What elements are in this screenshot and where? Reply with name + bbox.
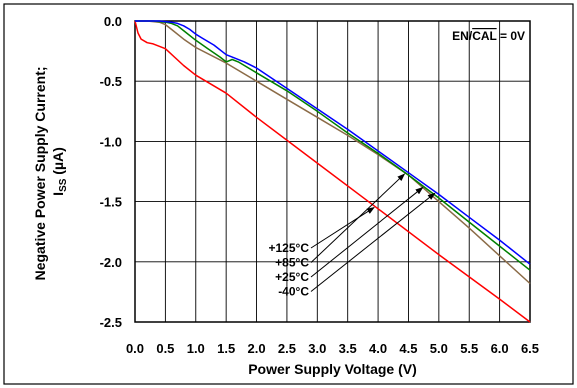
x-tick-label: 2.0	[247, 341, 265, 356]
x-tick-label: 1.5	[217, 341, 235, 356]
legend-arrow	[310, 186, 424, 278]
series-line-2	[135, 20, 531, 285]
legend-arrow	[310, 206, 375, 249]
y-axis-title-symbol: I	[50, 192, 66, 196]
annotation-suffix: = 0V	[497, 29, 525, 43]
x-tick-label: 1.0	[187, 341, 205, 356]
legend: +125°C+85°C+25°C-40°C	[269, 173, 436, 299]
series-line-1	[134, 20, 531, 323]
x-tick-label: 3.5	[339, 341, 357, 356]
x-axis-title: Power Supply Voltage (V)	[248, 361, 417, 377]
x-tick-label: 0.5	[156, 341, 174, 356]
figure-frame	[3, 3, 574, 385]
y-axis-title: Negative Power Supply Current; ISS (µA)	[32, 63, 69, 281]
legend-label: -40°C	[278, 285, 309, 299]
plot-area	[134, 20, 531, 323]
x-tick-label: 4.0	[369, 341, 387, 356]
y-tick-label: 0.0	[104, 14, 122, 29]
x-tick-label: 0.0	[126, 341, 144, 356]
svg-text:EN/CAL = 0V: EN/CAL = 0V	[452, 29, 525, 43]
y-axis-ticks: 0.0 -0.5 -1.0 -1.5 -2.0 -2.5	[100, 14, 122, 330]
legend-label: +85°C	[275, 256, 309, 270]
x-tick-label: 6.0	[491, 341, 509, 356]
y-tick-label: -2.5	[100, 315, 122, 330]
annotation-overlined: CAL	[472, 29, 496, 43]
x-tick-label: 3.0	[308, 341, 326, 356]
y-axis-title-line2: ISS (µA)	[50, 147, 69, 196]
legend-label: +25°C	[275, 270, 309, 284]
condition-annotation: EN/CAL = 0V	[452, 29, 525, 43]
y-axis-title-unit: (µA)	[50, 147, 66, 178]
y-tick-label: -0.5	[100, 74, 122, 89]
y-tick-label: -1.5	[100, 195, 122, 210]
x-axis-ticks: 0.0 0.5 1.0 1.5 2.0 2.5 3.0 3.5 4.0 4.5 5.0 5.5 6.0 6…	[126, 341, 539, 356]
y-tick-label: -1.0	[100, 134, 122, 149]
series-layer	[134, 20, 531, 323]
legend-arrow	[310, 173, 406, 263]
x-tick-label: 5.5	[460, 341, 478, 356]
x-tick-label: 2.5	[278, 341, 296, 356]
y-axis-title-line1: Negative Power Supply Current;	[32, 66, 48, 280]
y-axis-title-subscript: SS	[58, 178, 69, 192]
x-tick-label: 6.5	[521, 341, 539, 356]
legend-arrow	[310, 192, 436, 292]
x-tick-label: 4.5	[399, 341, 417, 356]
series-line-3	[135, 20, 531, 271]
y-tick-label: -2.0	[100, 255, 122, 270]
series-line-4	[135, 20, 531, 265]
x-tick-label: 5.0	[430, 341, 448, 356]
legend-label: +125°C	[269, 241, 310, 255]
annotation-prefix: EN/	[452, 29, 473, 43]
